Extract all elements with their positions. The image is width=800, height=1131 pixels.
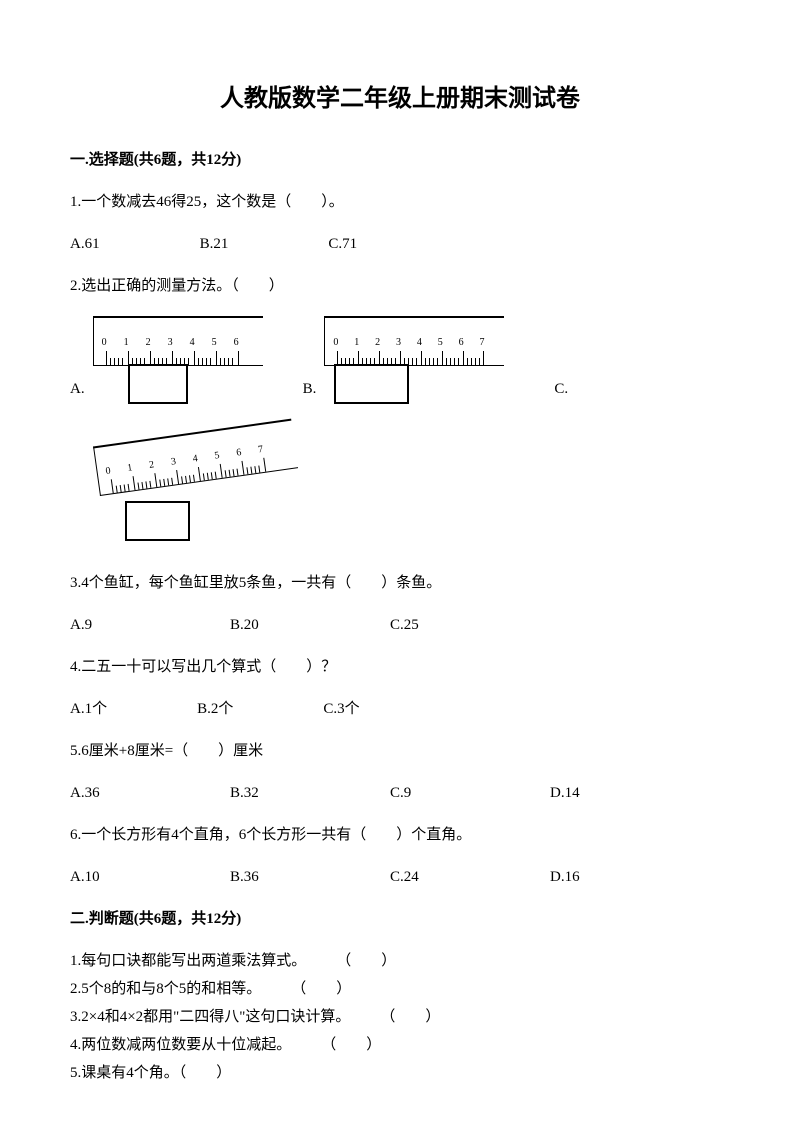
tf-text: 2.5个8的和与8个5的和相等。: [70, 977, 261, 1001]
ruler-b-ticks: 0 1 2 3 4 5 6 7: [337, 335, 504, 365]
tf-text: 5.课桌有4个角。（ ）: [70, 1061, 231, 1085]
q1-options: A.61 B.21 C.71: [70, 232, 730, 256]
q4-option-c: C.3个: [323, 697, 359, 721]
ruler-a-container: 0 1 2 3 4 5 6: [93, 316, 263, 406]
ruler-c-container: 0 1 2 3 4 5 6 7: [100, 426, 300, 546]
tf-paren: （ ）: [380, 1005, 440, 1029]
section2-header: 二.判断题(共6题，共12分): [70, 907, 730, 931]
q4-option-b: B.2个: [197, 697, 233, 721]
ruler-c-body: 0 1 2 3 4 5 6 7: [93, 419, 298, 496]
ruler-b-container: 0 1 2 3 4 5 6 7: [324, 316, 514, 406]
tf-item-5: 5.课桌有4个角。（ ）: [70, 1061, 730, 1085]
tick-label: 7: [257, 442, 264, 459]
tf-text: 4.两位数减两位数要从十位减起。: [70, 1033, 291, 1057]
q2-item-a: A. 0 1 2 3 4 5 6: [70, 316, 263, 406]
tick-label: 4: [417, 335, 422, 351]
q4-text: 4.二五一十可以写出几个算式（ ）？: [70, 655, 730, 679]
q6-option-c: C.24: [390, 865, 550, 889]
q5-option-d: D.14: [550, 781, 710, 805]
tf-item-1: 1.每句口诀都能写出两道乘法算式。 （ ）: [70, 949, 730, 973]
q6-text: 6.一个长方形有4个直角，6个长方形一共有（ ）个直角。: [70, 823, 730, 847]
tick-label: 7: [479, 335, 484, 351]
tick-label: 1: [354, 335, 359, 351]
q1-option-c: C.71: [328, 232, 357, 256]
q5-option-a: A.36: [70, 781, 230, 805]
tf-paren: （ ）: [336, 949, 396, 973]
q1-option-a: A.61: [70, 232, 100, 256]
ruler-c-ticks: 0 1 2 3 4 5 6 7: [109, 438, 298, 494]
tf-item-4: 4.两位数减两位数要从十位减起。 （ ）: [70, 1033, 730, 1057]
q2-label-b: B.: [303, 377, 317, 401]
tf-text: 3.2×4和4×2都用"二四得八"这句口诀计算。: [70, 1005, 350, 1029]
tf-item-3: 3.2×4和4×2都用"二四得八"这句口诀计算。 （ ）: [70, 1005, 730, 1029]
tick-label: 4: [190, 335, 195, 351]
tick-label: 5: [438, 335, 443, 351]
q5-options: A.36 B.32 C.9 D.14: [70, 781, 730, 805]
q3-option-b: B.20: [230, 613, 390, 637]
tick-label: 1: [126, 461, 133, 478]
q4-options: A.1个 B.2个 C.3个: [70, 697, 730, 721]
tick-label: 2: [375, 335, 380, 351]
q4-option-a: A.1个: [70, 697, 107, 721]
tf-paren: （ ）: [291, 977, 351, 1001]
ruler-a-body: 0 1 2 3 4 5 6: [93, 316, 263, 366]
q5-text: 5.6厘米+8厘米=（ ）厘米: [70, 739, 730, 763]
q2-label-a: A.: [70, 377, 85, 401]
q3-option-c: C.25: [390, 613, 550, 637]
q3-text: 3.4个鱼缸，每个鱼缸里放5条鱼，一共有（ ）条鱼。: [70, 571, 730, 595]
q3-options: A.9 B.20 C.25: [70, 613, 730, 637]
q1-option-b: B.21: [200, 232, 229, 256]
q2-ruler-row: A. 0 1 2 3 4 5 6 B. 0 1: [70, 316, 730, 406]
tick-label: 6: [235, 445, 242, 462]
tf-text: 1.每句口诀都能写出两道乘法算式。: [70, 949, 306, 973]
box-c: [125, 501, 190, 541]
tick-label: 2: [146, 335, 151, 351]
q6-options: A.10 B.36 C.24 D.16: [70, 865, 730, 889]
q2-item-b: B. 0 1 2 3 4 5 6 7: [303, 316, 515, 406]
tick-label: 5: [214, 448, 221, 465]
box-b: [334, 364, 409, 404]
page-title: 人教版数学二年级上册期末测试卷: [70, 80, 730, 118]
q5-option-b: B.32: [230, 781, 390, 805]
q3-option-a: A.9: [70, 613, 230, 637]
tick-label: 5: [212, 335, 217, 351]
tf-item-2: 2.5个8的和与8个5的和相等。 （ ）: [70, 977, 730, 1001]
tick-label: 4: [192, 451, 199, 468]
q2-text: 2.选出正确的测量方法。（ ）: [70, 274, 730, 298]
tick-label: 1: [124, 335, 129, 351]
tf-paren: （ ）: [321, 1033, 381, 1057]
q1-text: 1.一个数减去46得25，这个数是（ ）。: [70, 190, 730, 214]
ruler-b-body: 0 1 2 3 4 5 6 7: [324, 316, 504, 366]
section1-header: 一.选择题(共6题，共12分): [70, 148, 730, 172]
tf-list: 1.每句口诀都能写出两道乘法算式。 （ ） 2.5个8的和与8个5的和相等。 （…: [70, 949, 730, 1085]
ruler-a-ticks: 0 1 2 3 4 5 6: [106, 335, 263, 365]
tick-label: 0: [105, 464, 112, 481]
tick-label: 0: [333, 335, 338, 351]
q2-label-c: C.: [554, 377, 568, 401]
tick-label: 6: [234, 335, 239, 351]
tick-label: 6: [459, 335, 464, 351]
q5-option-c: C.9: [390, 781, 550, 805]
tick-label: 3: [170, 455, 177, 472]
tick-label: 3: [168, 335, 173, 351]
q6-option-a: A.10: [70, 865, 230, 889]
tick-label: 3: [396, 335, 401, 351]
tick-label: 2: [148, 458, 155, 475]
q6-option-b: B.36: [230, 865, 390, 889]
box-a: [128, 364, 188, 404]
q6-option-d: D.16: [550, 865, 710, 889]
tick-label: 0: [102, 335, 107, 351]
